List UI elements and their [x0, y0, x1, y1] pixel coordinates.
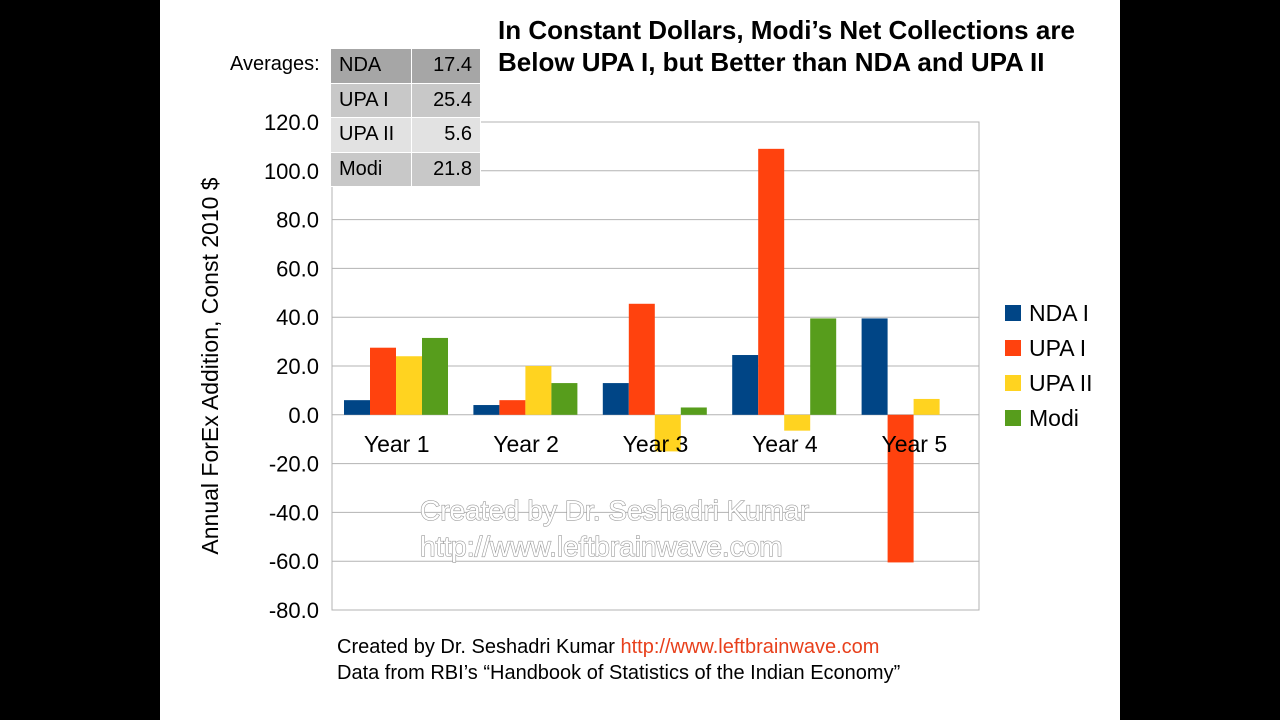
x-category-label: Year 5 — [881, 431, 947, 457]
bar-nda-i — [861, 318, 888, 415]
y-tick-label: 100.0 — [264, 159, 319, 184]
legend-swatch — [1005, 375, 1021, 391]
y-tick-label: 60.0 — [276, 256, 319, 281]
y-tick-label: -80.0 — [269, 598, 319, 623]
chart-title: In Constant Dollars, Modi’s Net Collecti… — [498, 15, 1075, 77]
y-tick-label: -40.0 — [269, 500, 319, 525]
x-category-label: Year 3 — [623, 431, 689, 457]
y-tick-label: 40.0 — [276, 305, 319, 330]
footer-line-1: Created by Dr. Seshadri Kumar http://www… — [337, 634, 900, 660]
bar-modi — [810, 318, 837, 415]
legend-label: UPA I — [1029, 335, 1086, 361]
average-name: UPA II — [330, 117, 412, 153]
bar-upa-i — [758, 148, 785, 415]
watermark-line-1: Created by Dr. Seshadri Kumar — [420, 495, 809, 526]
average-value: 25.4 — [411, 82, 481, 118]
footer-credit: Created by Dr. Seshadri Kumar — [337, 636, 615, 658]
legend-label: NDA I — [1029, 300, 1089, 326]
bar-upa-ii — [654, 414, 681, 452]
legend-label: Modi — [1029, 405, 1079, 431]
average-name: NDA — [330, 48, 412, 84]
x-category-label: Year 1 — [364, 431, 430, 457]
bar-nda-i — [473, 405, 500, 415]
bar-chart: 120.0 100.0 80.0 60.0 40.0 20.0 0.0 -20.0 -40.0 -… — [197, 110, 1093, 623]
bar-nda-i — [602, 383, 629, 415]
slide: 120.0 100.0 80.0 60.0 40.0 20.0 0.0 -20.0 -40.0 -… — [160, 0, 1120, 720]
averages-label: Averages: — [230, 53, 320, 75]
footer-credits: Created by Dr. Seshadri Kumar http://www… — [337, 634, 900, 686]
bar-modi — [422, 337, 448, 415]
table-row: NDA 17.4 — [330, 48, 481, 84]
legend-swatch — [1005, 340, 1021, 356]
table-row: UPA I 25.4 — [330, 82, 481, 118]
bar-upa-ii — [913, 398, 940, 415]
averages-table: NDA 17.4 UPA I 25.4 UPA II 5.6 Modi 21.8 — [330, 48, 481, 187]
average-name: UPA I — [330, 82, 412, 118]
y-tick-label: 120.0 — [264, 110, 319, 135]
bar-modi — [680, 407, 707, 415]
bar-upa-ii — [525, 366, 552, 415]
table-row: Modi 21.8 — [330, 151, 481, 187]
y-axis-label: Annual ForEx Addition, Const 2010 $ — [197, 177, 223, 554]
bar-upa-i — [370, 347, 396, 415]
y-tick-label: -60.0 — [269, 549, 319, 574]
x-category-label: Year 4 — [752, 431, 818, 457]
bar-upa-i — [499, 400, 526, 415]
legend-swatch — [1005, 410, 1021, 426]
bar-modi — [551, 383, 578, 415]
footer-link[interactable]: http://www.leftbrainwave.com — [620, 636, 880, 658]
legend-swatch — [1005, 305, 1021, 321]
y-tick-label: -20.0 — [269, 452, 319, 477]
y-tick-label: 20.0 — [276, 354, 319, 379]
legend-label: UPA II — [1029, 370, 1093, 396]
average-value: 21.8 — [411, 151, 481, 187]
average-name: Modi — [330, 151, 412, 187]
average-value: 5.6 — [411, 117, 481, 153]
bar-upa-i — [628, 303, 655, 415]
table-row: UPA II 5.6 — [330, 117, 481, 153]
x-category-label: Year 2 — [493, 431, 559, 457]
y-tick-label: 80.0 — [276, 208, 319, 233]
bar-upa-i — [887, 414, 914, 563]
watermark-line-2: http://www.leftbrainwave.com — [420, 531, 783, 562]
average-value: 17.4 — [411, 48, 481, 84]
bar-upa-ii — [396, 356, 422, 415]
bar-upa-ii — [784, 414, 811, 431]
bar-nda-i — [732, 355, 759, 415]
bar-nda-i — [344, 400, 370, 415]
y-tick-label: 0.0 — [288, 403, 319, 428]
footer-source: Data from RBI’s “Handbook of Statistics … — [337, 662, 901, 684]
